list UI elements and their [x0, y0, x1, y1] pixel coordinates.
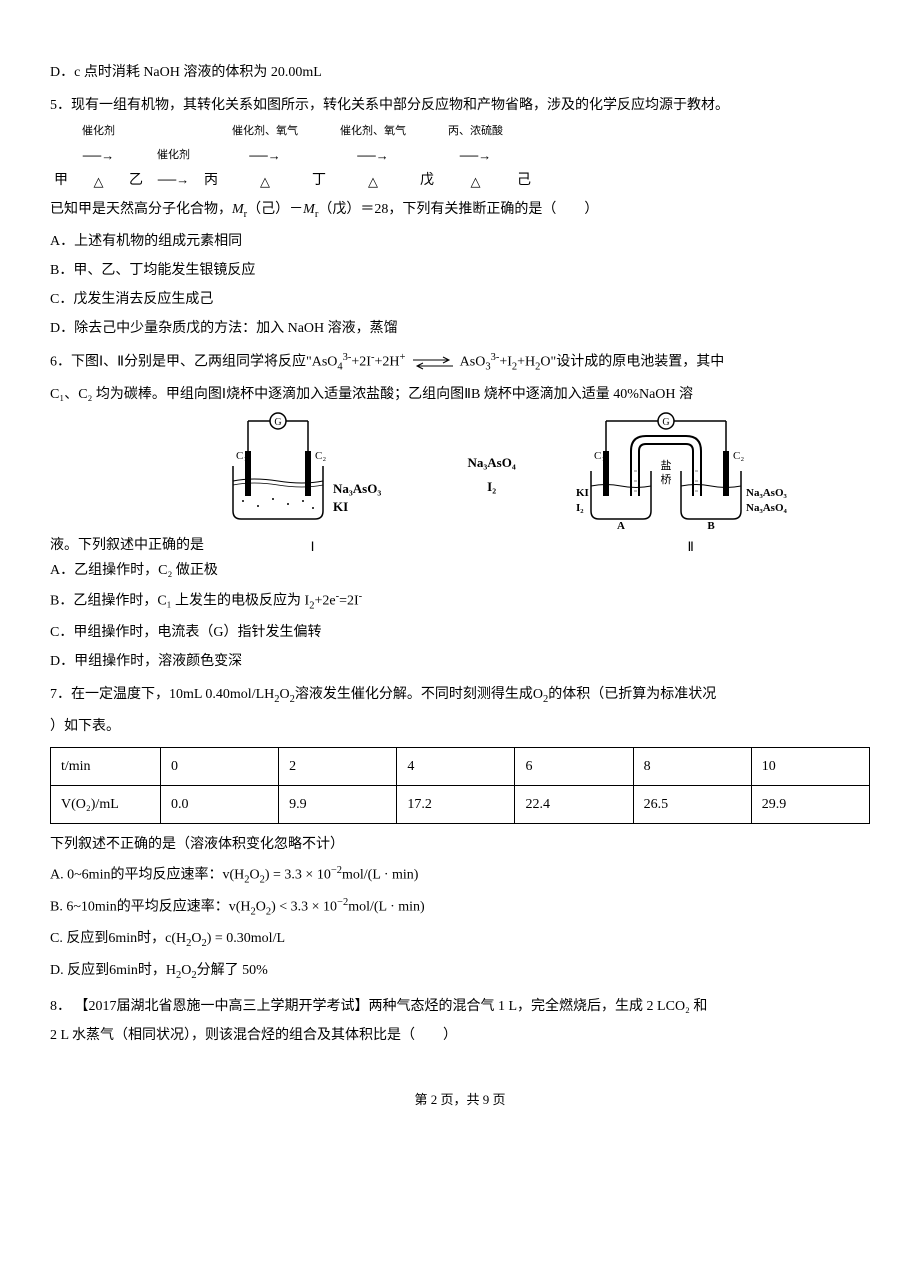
svg-text:A: A [617, 520, 625, 531]
q6-intro-p1: 6．下图Ⅰ、Ⅱ分别是甲、乙两组同学将反应"AsO [50, 355, 337, 370]
q6-option-c: C．甲组操作时，电流表（G）指针发生偏转 [50, 620, 870, 645]
q6-diagrams: G C₁ C₂ Na₃AsO [218, 411, 806, 558]
q6-option-d: D．甲组操作时，溶液颜色变深 [50, 649, 870, 674]
q6-option-a: A．乙组操作时，C₂ 做正极 [50, 558, 870, 583]
chain-delta-0: △ [94, 170, 104, 193]
diagram-1-caption: Ⅰ [311, 535, 315, 558]
q7-intro-line2: ）如下表。 [50, 714, 870, 739]
chain-node-4: 戊 [416, 168, 438, 193]
q7-option-b: B. 6~10min的平均反应速率：v(H2O2) < 3.3 × 10−2mo… [50, 894, 870, 922]
chain-arrow-1: ──→ [158, 168, 189, 191]
chain-arrow-3: ──→ [357, 144, 388, 167]
q5-option-d: D．除去己中少量杂质戊的方法：加入 NaOH 溶液，蒸馏 [50, 316, 870, 341]
svg-text:C₁: C₁ [236, 450, 247, 462]
chain-node-0: 甲 [50, 168, 72, 193]
svg-text:G: G [662, 417, 669, 428]
svg-text:KI: KI [333, 499, 348, 514]
svg-text:C₂: C₂ [733, 450, 744, 462]
svg-text:盐: 盐 [660, 459, 671, 472]
q5-option-a: A．上述有机物的组成元素相同 [50, 229, 870, 254]
chain-label-0: 催化剂 [82, 122, 115, 142]
chain-step-4: 丙、浓硫酸 ──→ △ [448, 122, 503, 193]
page-footer: 第 2 页，共 9 页 [50, 1088, 870, 1111]
q5-option-b: B．甲、乙、丁均能发生银镜反应 [50, 258, 870, 283]
q7-option-c: C. 反应到6min时，c(H2O2) = 0.30mol/L [50, 926, 870, 954]
table-cell: 29.9 [751, 786, 869, 824]
q6-intro-line1: 6．下图Ⅰ、Ⅱ分别是甲、乙两组同学将反应"AsO43-+2I-+2H+ AsO3… [50, 349, 870, 377]
diagram-2-svg: G C₁ C₂ 盐 [576, 411, 806, 531]
table-cell: 4 [397, 748, 515, 786]
q7-aftertable: 下列叙述不正确的是（溶液体积变化忽略不计） [50, 832, 870, 857]
q5-note: 已知甲是天然高分子化合物，Mr（己）－Mr（戊）＝28，下列有关推断正确的是（ … [50, 197, 870, 225]
chain-label-2: 催化剂、氧气 [232, 122, 298, 142]
chain-step-3: 催化剂、氧气 ──→ △ [340, 122, 406, 193]
mid-label-2: I₂ [487, 475, 496, 498]
table-cell: 9.9 [279, 786, 397, 824]
chain-arrow-2: ──→ [249, 144, 280, 167]
q8-intro-line2: 2 L 水蒸气（相同状况），则该混合烃的组合及其体积比是（ ） [50, 1023, 870, 1048]
chain-step-0: 催化剂 ──→ △ [82, 122, 115, 193]
equilibrium-arrow-icon [413, 356, 453, 370]
chain-node-3: 丁 [308, 168, 330, 193]
chain-arrow-0: ──→ [83, 144, 114, 167]
table-cell: 2 [279, 748, 397, 786]
chain-label-4: 丙、浓硫酸 [448, 122, 503, 142]
svg-text:C₂: C₂ [315, 450, 326, 462]
chain-node-2: 丙 [200, 168, 222, 193]
svg-text:KI: KI [576, 487, 589, 499]
table-cell: t/min [51, 748, 161, 786]
table-cell: 10 [751, 748, 869, 786]
chain-node-5: 己 [513, 168, 535, 193]
table-cell: 22.4 [515, 786, 633, 824]
table-cell: 26.5 [633, 786, 751, 824]
table-cell: V(O₂)/mL [51, 786, 161, 824]
diagram-2: G C₁ C₂ 盐 [576, 411, 806, 558]
q7-option-a: A. 0~6min的平均反应速率：v(H2O2) = 3.3 × 10−2mol… [50, 862, 870, 890]
q7-intro-line1: 7．在一定温度下，10mL 0.40mol/LH2O2溶液发生催化分解。不同时刻… [50, 682, 870, 710]
table-cell: 0.0 [161, 786, 279, 824]
chain-label-3: 催化剂、氧气 [340, 122, 406, 142]
table-cell: 0 [161, 748, 279, 786]
chain-delta-3: △ [368, 170, 378, 193]
chain-label-1: 催化剂 [157, 146, 190, 166]
svg-text:Na₃AsO₃: Na₃AsO₃ [333, 481, 381, 496]
chain-step-1: 催化剂 ──→ [157, 146, 190, 193]
table-cell: 6 [515, 748, 633, 786]
q8-intro-line1: 8． 【2017届湖北省恩施一中高三上学期开学考试】两种气态烃的混合气 1 L，… [50, 994, 870, 1019]
table-row: V(O₂)/mL 0.0 9.9 17.2 22.4 26.5 29.9 [51, 786, 870, 824]
q7-option-d: D. 反应到6min时，H2O2分解了 50% [50, 958, 870, 986]
table-cell: 8 [633, 748, 751, 786]
svg-text:I₂: I₂ [576, 502, 584, 514]
q6-option-b: B．乙组操作时，C₁ 上发生的电极反应为 I2+2e-=2I- [50, 588, 870, 616]
diagram-mid-labels: Na₃AsO₄ I₂ [468, 451, 516, 518]
mid-label-1: Na₃AsO₄ [468, 451, 516, 474]
q6-intro-line2: C₁、C₂ 均为碳棒。甲组向图Ⅰ烧杯中逐滴加入适量浓盐酸；乙组向图ⅡB 烧杯中逐… [50, 382, 870, 407]
q5-reaction-chain: 甲 催化剂 ──→ △ 乙 催化剂 ──→ 丙 催化剂、氧气 ──→ △ 丁 催… [50, 122, 870, 193]
chain-arrow-4: ──→ [460, 144, 491, 167]
svg-text:C₁: C₁ [594, 450, 605, 462]
q6-diagram-row: 液。下列叙述中正确的是 G C₁ C₂ [50, 411, 870, 558]
svg-text:G: G [274, 417, 281, 428]
svg-text:Na₃AsO₄: Na₃AsO₄ [746, 502, 788, 514]
q7-table: t/min 0 2 4 6 8 10 V(O₂)/mL 0.0 9.9 17.2… [50, 747, 870, 824]
table-row: t/min 0 2 4 6 8 10 [51, 748, 870, 786]
q6-intro-p2: AsO [460, 355, 486, 370]
q5-option-c: C．戊发生消去反应生成己 [50, 287, 870, 312]
chain-node-1: 乙 [125, 168, 147, 193]
svg-text:B: B [707, 520, 715, 531]
diagram-1: G C₁ C₂ Na₃AsO [218, 411, 408, 558]
q5-intro: 5．现有一组有机物，其转化关系如图所示，转化关系中部分反应物和产物省略，涉及的化… [50, 93, 870, 118]
chain-step-2: 催化剂、氧气 ──→ △ [232, 122, 298, 193]
svg-text:Na₃AsO₃: Na₃AsO₃ [746, 487, 788, 499]
diagram-2-caption: Ⅱ [688, 535, 694, 558]
q6-afterfig-text: 液。下列叙述中正确的是 [50, 538, 204, 553]
diagram-1-svg: G C₁ C₂ Na₃AsO [218, 411, 408, 531]
q6-intro-p3: "设计成的原电池装置，其中 [551, 355, 725, 370]
q4-option-d: D．c 点时消耗 NaOH 溶液的体积为 20.00mL [50, 60, 870, 85]
table-cell: 17.2 [397, 786, 515, 824]
chain-delta-2: △ [260, 170, 270, 193]
chain-delta-4: △ [471, 170, 481, 193]
svg-text:桥: 桥 [660, 473, 671, 486]
